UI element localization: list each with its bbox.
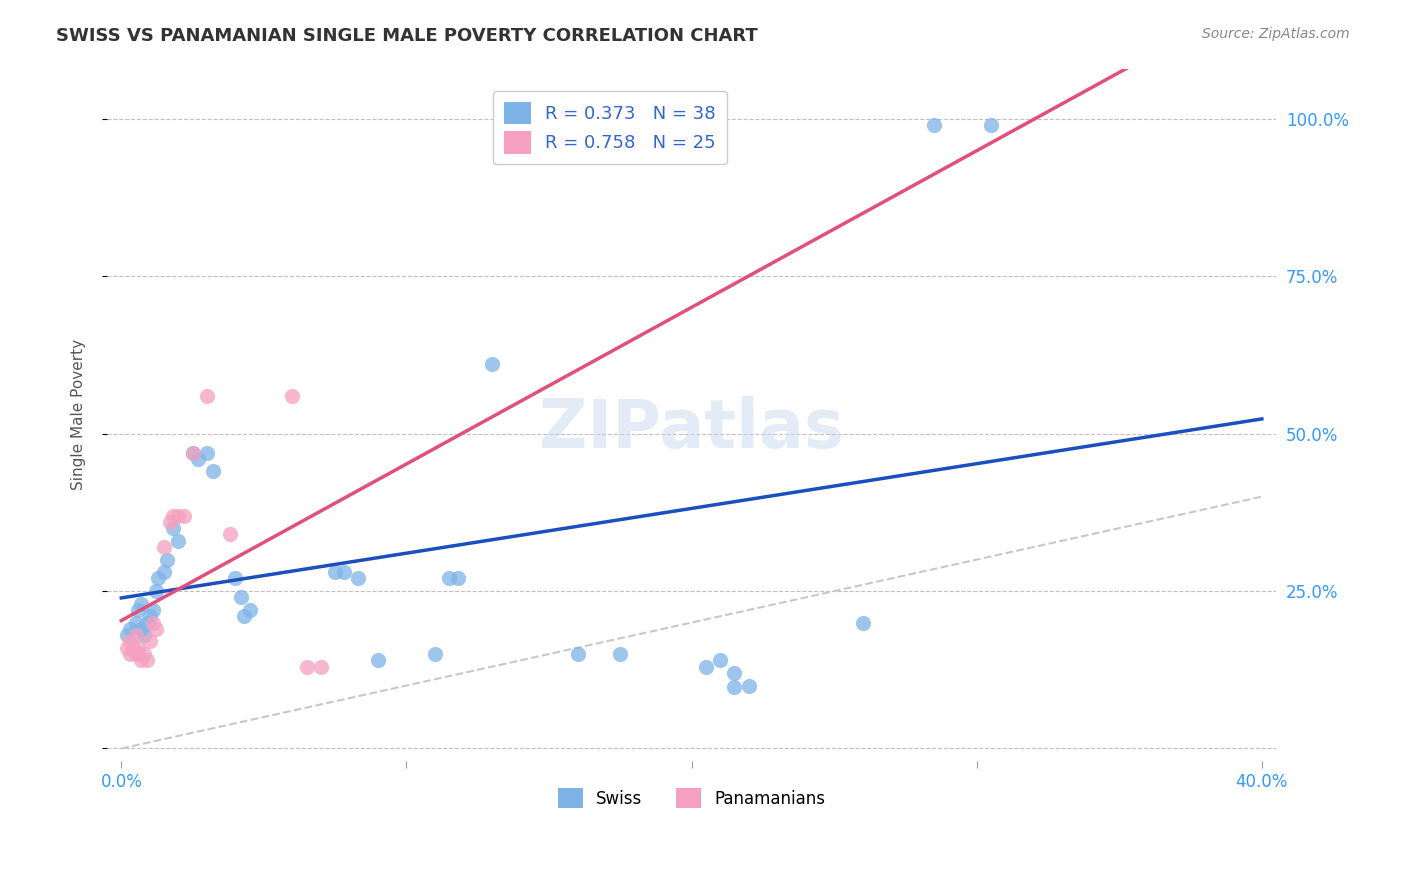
Swiss [115, 628, 138, 642]
Swiss [367, 653, 389, 667]
Swiss [145, 584, 167, 599]
Panamanians [159, 515, 181, 529]
Panamanians [127, 647, 149, 661]
Swiss [332, 565, 354, 579]
Swiss [980, 118, 1002, 132]
Panamanians [281, 389, 304, 403]
Swiss [347, 572, 370, 586]
Swiss [167, 533, 190, 548]
Panamanians [162, 508, 184, 523]
Panamanians [195, 389, 218, 403]
Swiss [737, 679, 759, 693]
Swiss [695, 659, 717, 673]
Panamanians [124, 628, 146, 642]
Swiss [136, 615, 159, 630]
Panamanians [181, 445, 204, 459]
Swiss [709, 653, 731, 667]
Text: SWISS VS PANAMANIAN SINGLE MALE POVERTY CORRELATION CHART: SWISS VS PANAMANIAN SINGLE MALE POVERTY … [56, 27, 758, 45]
Panamanians [309, 659, 332, 673]
Swiss [447, 572, 470, 586]
Swiss [567, 647, 589, 661]
Swiss [195, 445, 218, 459]
Panamanians [115, 640, 138, 655]
Swiss [129, 622, 152, 636]
Swiss [439, 572, 461, 586]
Panamanians [173, 508, 195, 523]
Panamanians [118, 634, 141, 648]
Panamanians [129, 653, 152, 667]
Swiss [201, 465, 224, 479]
Swiss [181, 445, 204, 459]
Swiss [723, 665, 745, 680]
Panamanians [134, 647, 156, 661]
Panamanians [218, 527, 240, 541]
Panamanians [295, 659, 318, 673]
Y-axis label: Single Male Poverty: Single Male Poverty [72, 339, 86, 491]
Swiss [124, 615, 146, 630]
Swiss [852, 615, 875, 630]
Swiss [323, 565, 346, 579]
Panamanians [153, 540, 176, 554]
Swiss [229, 591, 252, 605]
Swiss [153, 565, 176, 579]
Swiss [609, 647, 631, 661]
Swiss [553, 137, 575, 152]
Legend: Swiss, Panamanians: Swiss, Panamanians [551, 781, 832, 815]
Swiss [239, 603, 262, 617]
Text: Source: ZipAtlas.com: Source: ZipAtlas.com [1202, 27, 1350, 41]
Swiss [129, 597, 152, 611]
Swiss [224, 572, 246, 586]
Panamanians [167, 508, 190, 523]
Panamanians [121, 640, 143, 655]
Panamanians [118, 647, 141, 661]
Swiss [723, 680, 745, 694]
Panamanians [136, 653, 159, 667]
Swiss [127, 603, 149, 617]
Swiss [922, 118, 945, 132]
Swiss [148, 572, 170, 586]
Panamanians [139, 634, 162, 648]
Swiss [156, 552, 179, 566]
Swiss [139, 609, 162, 624]
Swiss [162, 521, 184, 535]
Swiss [118, 622, 141, 636]
Swiss [481, 358, 503, 372]
Text: ZIPatlas: ZIPatlas [540, 396, 844, 462]
Panamanians [145, 622, 167, 636]
Swiss [232, 609, 254, 624]
Swiss [134, 628, 156, 642]
Panamanians [124, 647, 146, 661]
Panamanians [127, 640, 149, 655]
Swiss [187, 451, 209, 466]
Swiss [423, 647, 446, 661]
Swiss [142, 603, 165, 617]
Panamanians [142, 615, 165, 630]
